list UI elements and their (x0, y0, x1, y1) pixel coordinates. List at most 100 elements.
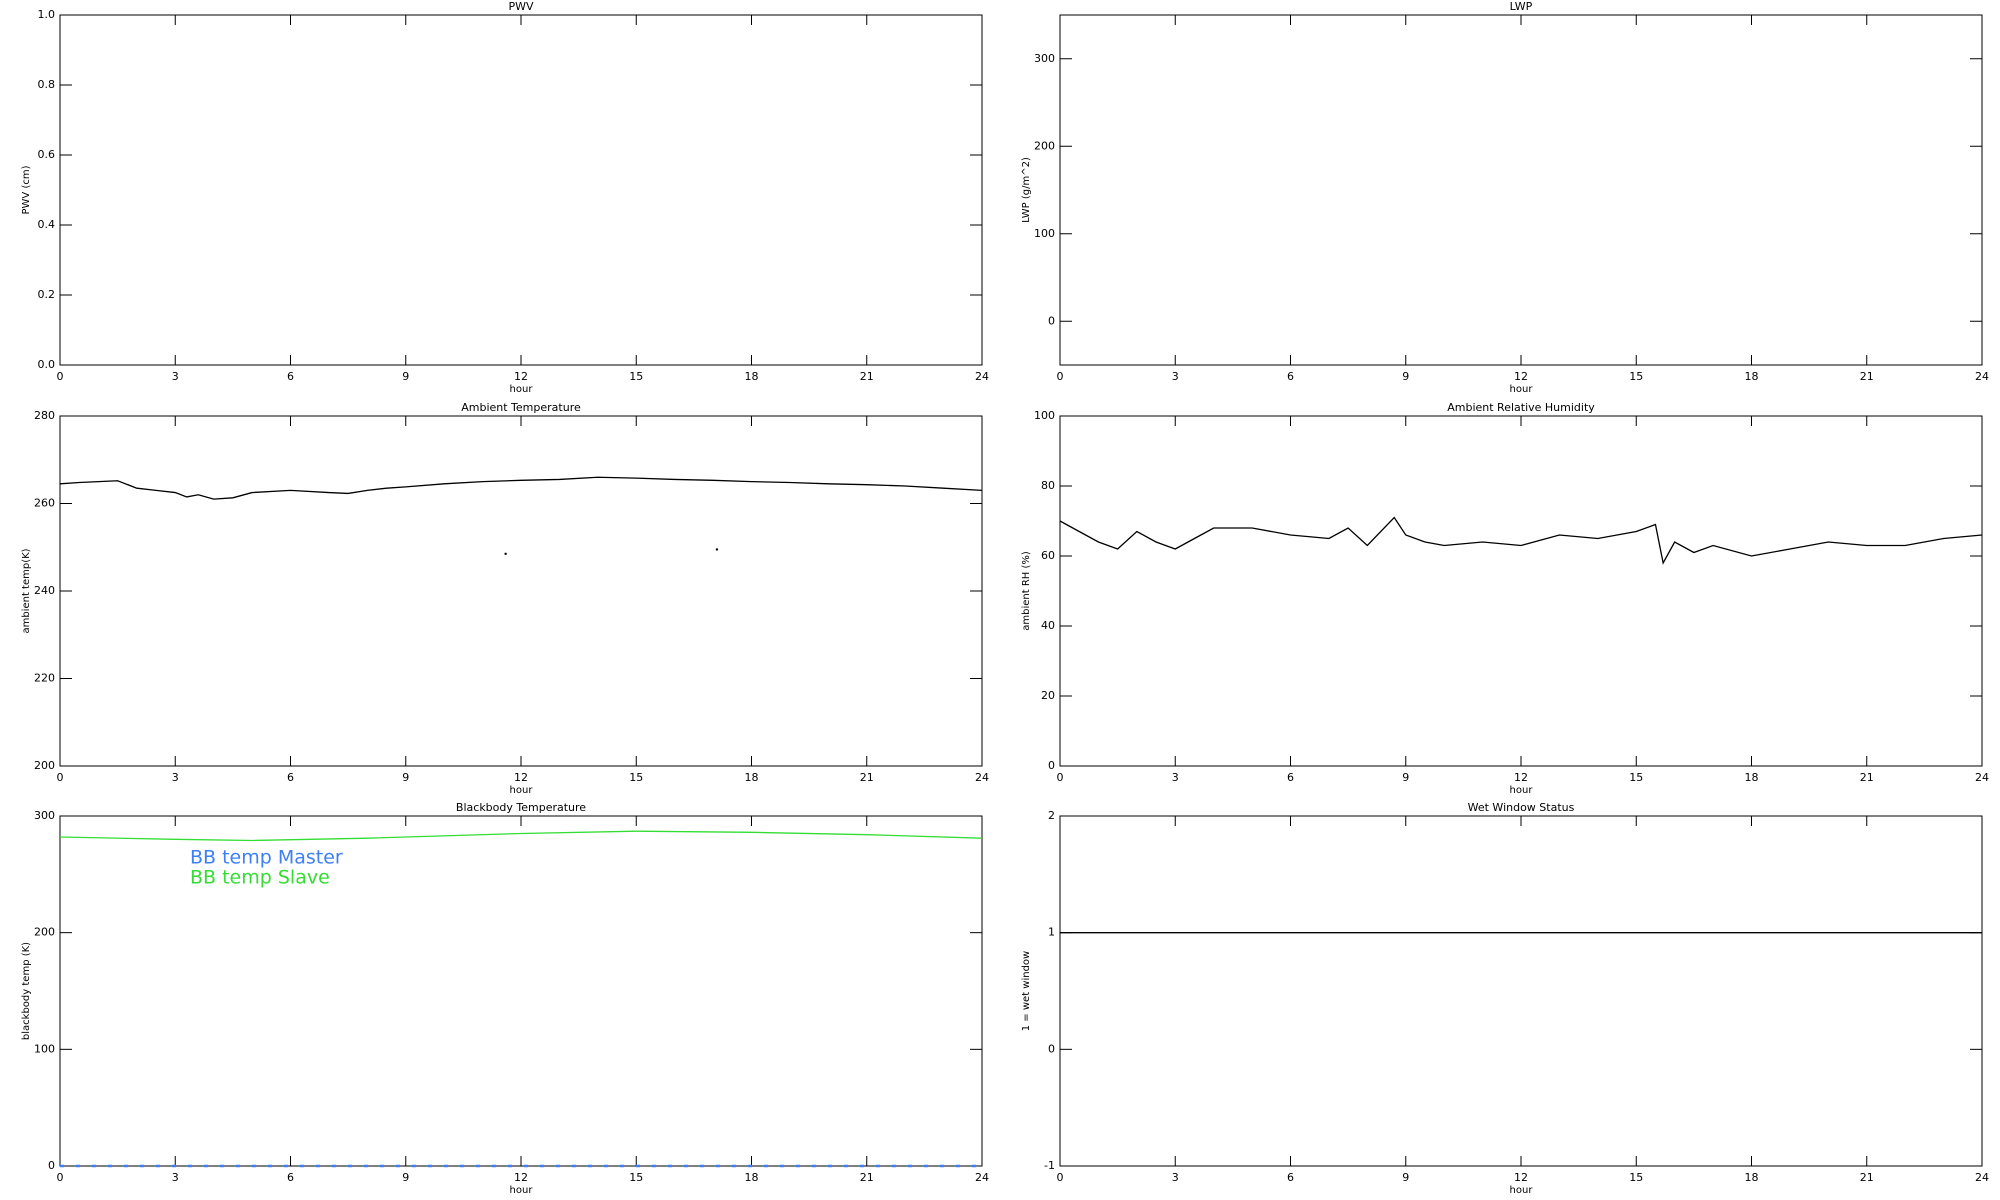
y-tick-label: 1.0 (38, 8, 56, 21)
y-tick-label: 260 (34, 497, 55, 510)
x-tick-label: 3 (1172, 771, 1179, 784)
y-axis-label: ambient temp(K) (21, 548, 32, 633)
x-tick-label: 12 (514, 370, 528, 383)
x-tick-label: 21 (1860, 771, 1874, 784)
x-tick-label: 6 (1287, 370, 1294, 383)
panel: LWP hour LWP (g/m^2) 0 3 6 9 12 15 18 21 24 0 100 200 3… (1021, 0, 1989, 395)
x-tick-label: 12 (514, 771, 528, 784)
plot-frame (1059, 415, 1983, 767)
x-tick-label: 3 (1172, 370, 1179, 383)
x-tick-label: 24 (975, 1171, 989, 1184)
x-tick-label: 9 (402, 771, 409, 784)
y-tick-label: 280 (34, 409, 55, 422)
x-tick-label: 6 (287, 771, 294, 784)
panel-title: Ambient Temperature (461, 401, 581, 414)
series-line (59, 830, 983, 842)
panel: Ambient Relative Humidity hour ambient RH … (1021, 401, 1989, 796)
y-tick-label: 200 (1034, 139, 1055, 152)
x-axis-label: hour (1510, 384, 1534, 395)
x-tick-label: 12 (1514, 771, 1528, 784)
data-point (715, 548, 719, 551)
x-tick-label: 24 (1975, 370, 1989, 383)
x-axis-label: hour (510, 384, 534, 395)
x-tick-label: 9 (1402, 370, 1409, 383)
x-tick-label: 3 (172, 1171, 179, 1184)
panel-title: PWV (508, 0, 534, 13)
x-axis-label: hour (1510, 1185, 1534, 1196)
x-tick-label: 0 (1057, 370, 1064, 383)
x-tick-label: 18 (1745, 370, 1759, 383)
y-tick-label: 40 (1041, 619, 1055, 632)
y-tick-label: 0 (1048, 759, 1055, 772)
y-tick-label: 240 (34, 584, 55, 597)
x-tick-label: 9 (1402, 771, 1409, 784)
x-tick-label: 15 (1629, 370, 1643, 383)
x-tick-label: 12 (1514, 370, 1528, 383)
x-axis-label: hour (510, 1185, 534, 1196)
x-tick-label: 15 (1629, 1171, 1643, 1184)
series-line (1059, 516, 1983, 565)
x-tick-label: 15 (629, 771, 643, 784)
y-tick-label: 2 (1048, 809, 1055, 822)
x-axis-label: hour (1510, 785, 1534, 796)
x-tick-label: 0 (57, 370, 64, 383)
y-tick-label: 0 (1048, 1042, 1055, 1055)
plot-frame (1059, 815, 1983, 1167)
plot-frame (1059, 14, 1983, 366)
x-tick-label: 12 (1514, 1171, 1528, 1184)
x-tick-label: 18 (745, 370, 759, 383)
legend-entry: BB temp Slave (190, 867, 330, 889)
x-tick-label: 15 (1629, 771, 1643, 784)
panel-title: Ambient Relative Humidity (1447, 401, 1595, 414)
x-tick-label: 3 (1172, 1171, 1179, 1184)
panel-title: Blackbody Temperature (456, 801, 586, 814)
x-tick-label: 0 (1057, 1171, 1064, 1184)
x-tick-label: 21 (1860, 370, 1874, 383)
x-tick-label: 24 (975, 771, 989, 784)
y-tick-label: 0 (48, 1159, 55, 1172)
y-tick-label: 0.4 (38, 218, 56, 231)
y-tick-label: 300 (1034, 52, 1055, 65)
x-tick-label: 15 (629, 1171, 643, 1184)
x-tick-label: 6 (287, 1171, 294, 1184)
x-axis-label: hour (510, 785, 534, 796)
x-tick-label: 9 (402, 370, 409, 383)
x-tick-label: 18 (1745, 1171, 1759, 1184)
panel-title: LWP (1510, 0, 1533, 13)
plot-frame (59, 14, 983, 366)
x-tick-label: 18 (1745, 771, 1759, 784)
y-tick-label: 200 (34, 926, 55, 939)
y-tick-label: 20 (1041, 689, 1055, 702)
x-tick-label: 0 (57, 771, 64, 784)
x-tick-label: 12 (514, 1171, 528, 1184)
y-tick-label: 0.0 (38, 358, 56, 371)
panel: Ambient Temperature hour ambient temp(K) 0 3… (21, 401, 989, 796)
y-tick-label: 80 (1041, 479, 1055, 492)
x-tick-label: 3 (172, 771, 179, 784)
y-axis-label: PWV (cm) (21, 165, 32, 214)
x-tick-label: 15 (629, 370, 643, 383)
y-axis-label: blackbody temp (K) (21, 942, 32, 1040)
panel: PWV hour PWV (cm) 0 3 6 9 12 15 18 21 24 0.0 0.2 0.4 0.… (21, 0, 989, 395)
y-axis-label: 1 = wet window (1021, 951, 1032, 1031)
y-tick-label: 100 (1034, 227, 1055, 240)
x-tick-label: 24 (1975, 1171, 1989, 1184)
y-tick-label: 0 (1048, 314, 1055, 327)
legend-entry: BB temp Master (190, 847, 343, 869)
x-tick-label: 6 (1287, 771, 1294, 784)
y-tick-label: 0.2 (38, 288, 56, 301)
y-axis-label: LWP (g/m^2) (1021, 157, 1032, 223)
x-tick-label: 0 (1057, 771, 1064, 784)
series-line (59, 476, 983, 500)
y-tick-label: 1 (1048, 926, 1055, 939)
x-tick-label: 6 (287, 370, 294, 383)
y-tick-label: 200 (34, 759, 55, 772)
panel: Blackbody Temperature hour blackbody temp … (21, 801, 989, 1196)
x-tick-label: 18 (745, 1171, 759, 1184)
plot-frame (59, 415, 983, 767)
x-tick-label: 18 (745, 771, 759, 784)
x-tick-label: 0 (57, 1171, 64, 1184)
x-tick-label: 24 (975, 370, 989, 383)
y-tick-label: 100 (1034, 409, 1055, 422)
